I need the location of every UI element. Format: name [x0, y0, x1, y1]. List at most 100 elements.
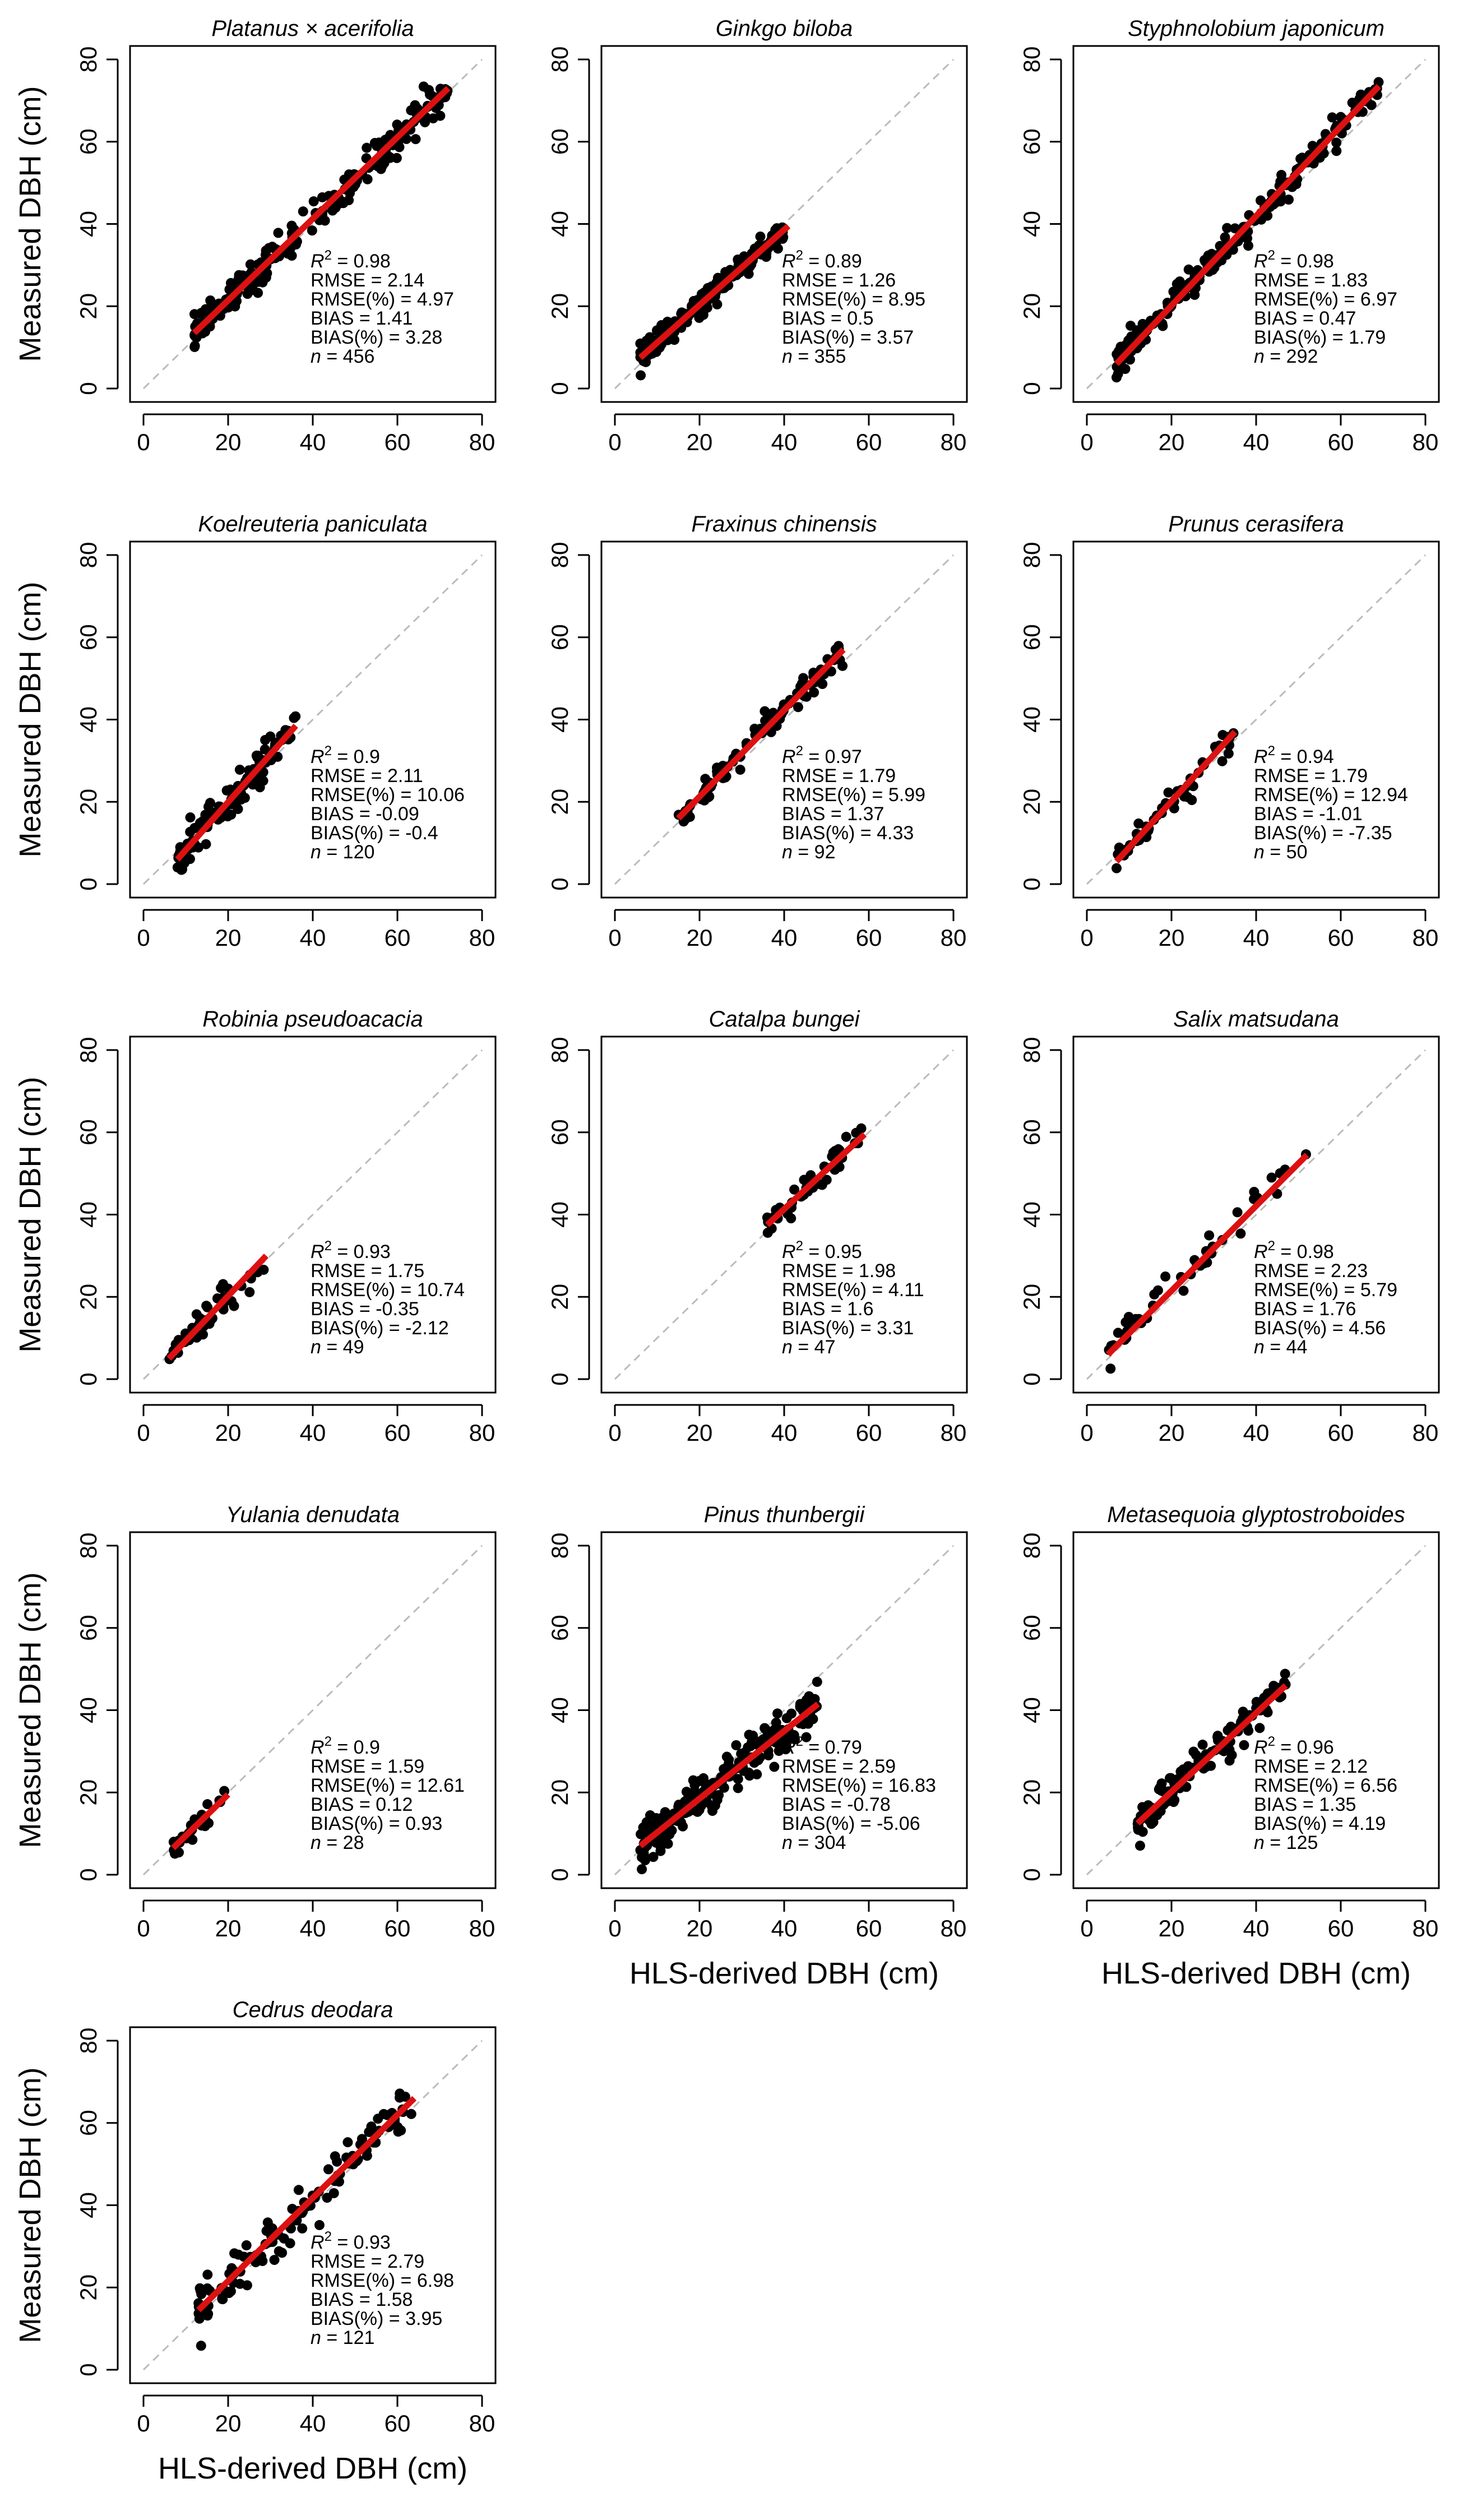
x-tick-label: 80 [469, 429, 495, 455]
data-point [239, 793, 250, 803]
data-point [789, 1184, 800, 1195]
stat-rmse-pct: RMSE(%) = 4.97 [311, 289, 454, 310]
data-point [258, 1264, 269, 1275]
stat-bias-pct: BIAS(%) = 4.19 [1254, 1813, 1386, 1834]
data-point [345, 188, 355, 198]
fit-line [166, 1254, 268, 1361]
data-point [261, 2226, 272, 2236]
stat-n: n = 125 [1254, 1832, 1318, 1853]
y-tick-label: 20 [75, 1779, 101, 1806]
data-point [418, 81, 429, 92]
y-tick-label: 80 [1018, 1037, 1045, 1064]
stat-rmse-pct: RMSE(%) = 6.98 [311, 2270, 454, 2291]
y-tick-label: 40 [1018, 1201, 1045, 1228]
data-point [1137, 1827, 1148, 1837]
x-tick-label: 60 [856, 429, 882, 455]
stat-rmse: RMSE = 1.75 [311, 1260, 424, 1282]
stat-rmse: RMSE = 1.79 [782, 765, 896, 787]
panel-title: Fraxinus chinensis [691, 512, 877, 537]
stat-bias: BIAS = 0.47 [1254, 308, 1356, 329]
data-point [257, 277, 268, 288]
data-point [1111, 372, 1122, 383]
stat-r2: R2 = 0.95 [782, 1238, 862, 1263]
data-point [395, 2092, 405, 2103]
data-point [391, 152, 402, 163]
plot-frame [129, 1035, 497, 1394]
scatter-panel: Robinia pseudoacacia 0 20 40 60 80 0 20 40 60 80 R2… [13, 1007, 497, 1446]
data-point [666, 1825, 677, 1836]
x-tick-label: 80 [1413, 924, 1439, 951]
data-point [801, 1732, 812, 1742]
data-point [382, 2110, 392, 2120]
fit-line [676, 647, 846, 821]
y-tick-label: 0 [547, 382, 573, 395]
one-to-one-line [1086, 554, 1427, 885]
y-tick-label: 80 [1018, 1533, 1045, 1559]
data-point [799, 1175, 809, 1185]
y-tick-label: 20 [75, 1284, 101, 1310]
x-tick-label: 20 [215, 429, 242, 455]
data-point [308, 196, 319, 207]
data-point [1249, 1186, 1259, 1197]
fit-line [1114, 84, 1381, 366]
stat-bias-pct: BIAS(%) = 3.95 [311, 2308, 442, 2329]
stat-n: n = 355 [782, 346, 846, 367]
y-tick-label: 80 [547, 47, 573, 73]
data-point [1284, 195, 1294, 205]
data-point [1204, 1230, 1215, 1241]
stat-bias: BIAS = 1.58 [311, 2289, 413, 2310]
data-point [191, 331, 202, 341]
x-tick-label: 40 [1243, 924, 1270, 951]
y-tick-label: 80 [1018, 47, 1045, 73]
data-point [648, 1852, 659, 1862]
y-tick-label: 0 [75, 1868, 101, 1881]
y-tick-label: 80 [547, 542, 573, 568]
data-point [1137, 318, 1148, 329]
stat-n: n = 47 [782, 1337, 836, 1358]
data-point [637, 1864, 647, 1875]
x-tick-label: 0 [1080, 1419, 1093, 1446]
data-point [1223, 748, 1234, 759]
data-point [760, 706, 770, 716]
data-point [721, 1751, 732, 1762]
data-point [200, 326, 211, 337]
plot-frame [600, 45, 968, 403]
data-point [1217, 756, 1228, 766]
data-point [342, 2137, 353, 2148]
data-point [1160, 1271, 1171, 1282]
y-tick-label: 60 [1018, 128, 1045, 155]
data-point [202, 2269, 213, 2280]
data-point [841, 1131, 851, 1142]
stat-rmse: RMSE = 2.79 [311, 2251, 424, 2272]
stat-rmse: RMSE = 1.26 [782, 270, 896, 291]
y-axis-title: Measured DBH (cm) [13, 1076, 47, 1352]
stat-rmse-pct: RMSE(%) = 10.74 [311, 1279, 465, 1301]
data-point [376, 164, 386, 174]
y-tick-label: 80 [75, 1533, 101, 1559]
y-tick-label: 0 [75, 877, 101, 890]
stat-bias: BIAS = 0.12 [311, 1794, 413, 1815]
plot-frame [129, 540, 497, 899]
x-tick-label: 20 [215, 1915, 242, 1941]
stat-bias: BIAS = -0.78 [782, 1794, 891, 1815]
stat-rmse-pct: RMSE(%) = 10.06 [311, 784, 465, 806]
fit-line [1105, 1153, 1309, 1357]
stat-bias: BIAS = -0.35 [311, 1298, 419, 1320]
stat-n: n = 92 [782, 841, 836, 863]
stat-rmse: RMSE = 2.14 [311, 270, 424, 291]
data-point [189, 341, 200, 352]
data-point [669, 335, 680, 345]
data-point [760, 1723, 770, 1733]
data-point [749, 723, 760, 734]
fit-line [175, 723, 298, 862]
y-tick-label: 40 [75, 706, 101, 733]
data-point [1157, 321, 1168, 331]
data-point [376, 138, 386, 149]
y-tick-label: 20 [75, 2274, 101, 2301]
data-point [731, 1740, 742, 1750]
y-tick-label: 20 [547, 1284, 573, 1310]
stat-r2: R2 = 0.98 [311, 248, 391, 272]
data-point [1113, 1328, 1123, 1338]
y-tick-label: 60 [1018, 624, 1045, 650]
x-tick-label: 60 [1328, 1915, 1354, 1941]
